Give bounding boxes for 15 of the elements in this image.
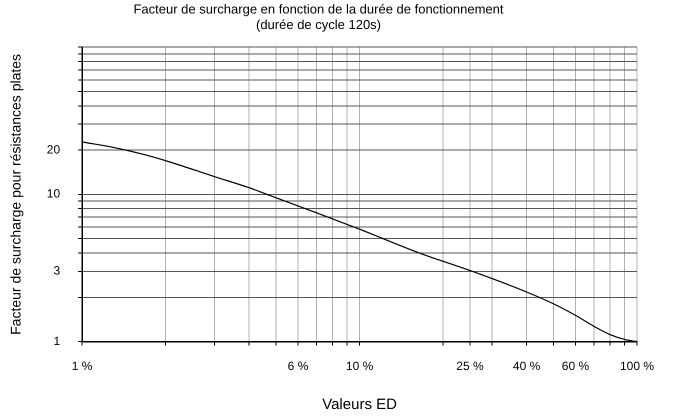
y-tick-label: 20 <box>46 142 60 156</box>
y-tick-label: 10 <box>46 186 60 201</box>
y-axis-title: Facteur de surcharge pour résistances plates <box>7 54 24 335</box>
x-tick-label: 10 % <box>346 359 374 374</box>
x-axis-title: Valeurs ED <box>322 396 398 414</box>
x-tick-label: 6 % <box>288 359 309 374</box>
chart-title: Facteur de surcharge en fonction de la durée de fonctionnement <box>133 1 504 16</box>
x-tick-label: 40 % <box>512 359 541 374</box>
x-tick-label: 25 % <box>456 359 484 374</box>
x-tick-label: 60 % <box>562 359 590 374</box>
x-tick-label: 100 % <box>620 359 654 374</box>
y-tick-label: 1 <box>53 334 60 348</box>
x-tick-label: 1 % <box>72 359 93 374</box>
y-tick-label: 3 <box>53 264 60 278</box>
chart-subtitle: (durée de cycle 120s) <box>256 16 382 32</box>
